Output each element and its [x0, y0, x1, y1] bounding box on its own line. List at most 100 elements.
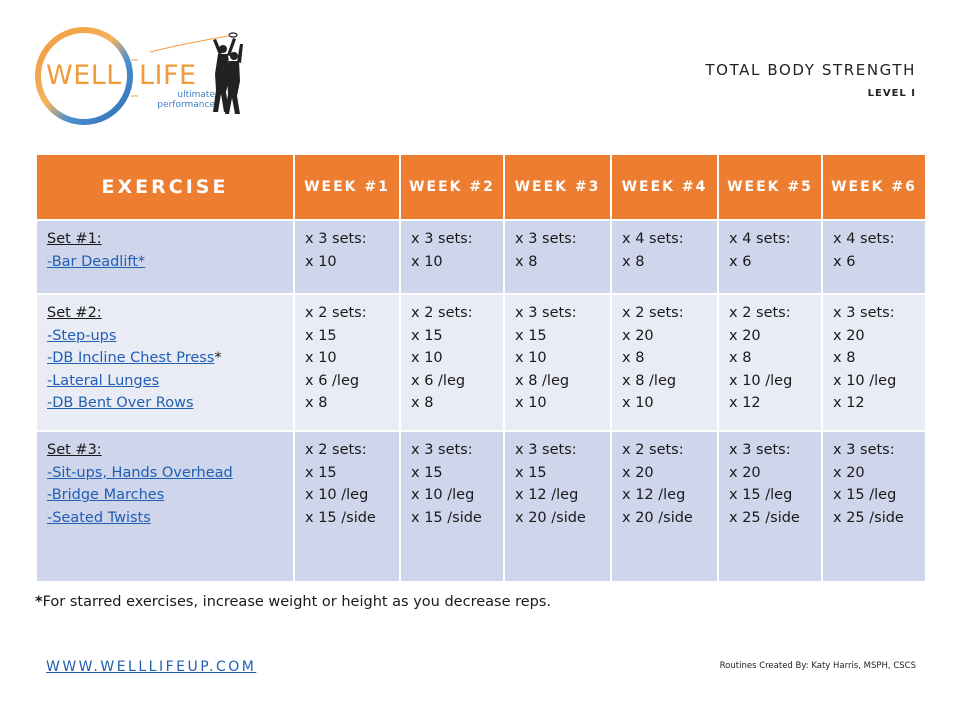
rep-value: x 20 /side [515, 509, 586, 526]
sets-count: x 3 sets: [833, 305, 895, 321]
week-cell: x 3 sets: x 10 [399, 219, 505, 295]
rep-value: x 8 /leg [515, 372, 570, 389]
header-week-6: WEEK #6 [821, 153, 927, 221]
week-cell: x 3 sets: x 10 [293, 219, 401, 295]
website-link[interactable]: WWW.WELLLIFEUP.COM [46, 659, 257, 675]
set-label: Set #2: [47, 305, 102, 321]
exercise-item: -Sit-ups, Hands Overhead [47, 462, 283, 485]
rep-value: x 10 /leg [833, 372, 897, 389]
rep-value: x 10 [305, 350, 337, 366]
exercise-link-lateral-lunges[interactable]: -Lateral Lunges [47, 372, 160, 389]
rep-value: x 20 [729, 327, 761, 344]
rep-value: x 20 /side [622, 509, 693, 526]
sets-count: x 3 sets: [411, 231, 473, 247]
exercise-item: -Lateral Lunges [47, 370, 283, 393]
footnote: *For starred exercises, increase weight … [35, 594, 551, 610]
sets-count: x 3 sets: [305, 231, 367, 247]
rep-value: x 8 [729, 350, 752, 366]
logo-tagline-line1: ultimate [177, 90, 215, 100]
header-week-3: WEEK #3 [503, 153, 612, 221]
rep-value: x 8 [622, 350, 645, 366]
week-cell: x 2 sets: x 20 x 8 x 8 /leg x 10 [610, 293, 719, 432]
table-row-set-1: Set #1: -Bar Deadlift* x 3 sets: x 10 x 3… [35, 219, 927, 295]
week-cell: x 3 sets: x 20 x 8 x 10 /leg x 12 [821, 293, 927, 432]
week-cell: x 3 sets: x 15 x 10 x 8 /leg x 10 [503, 293, 612, 432]
logo-ring-graphic [35, 27, 243, 125]
star-marker: * [214, 350, 222, 366]
exercise-link-sit-ups-hands-overhead[interactable]: -Sit-ups, Hands Overhead [47, 464, 233, 481]
logo-tagline-line2: performance [157, 100, 215, 110]
footnote-text: For starred exercises, increase weight o… [42, 594, 552, 610]
logo-word-life: LIFE [139, 60, 197, 91]
rep-value: x 12 [833, 395, 865, 411]
rep-value: x 8 [622, 253, 645, 270]
week-cell: x 4 sets: x 6 [821, 219, 927, 295]
exercise-link-step-ups[interactable]: -Step-ups [47, 327, 117, 344]
exercise-link-bar-deadlift[interactable]: -Bar Deadlift* [47, 253, 146, 270]
rep-value: x 8 [411, 395, 434, 411]
rep-value: x 15 /side [305, 509, 376, 526]
rep-value: x 8 [833, 350, 856, 366]
logo-word-well: WELL [46, 60, 122, 91]
rep-value: x 10 [515, 395, 547, 411]
exercise-link-db-incline-chest-press[interactable]: -DB Incline Chest Press [47, 350, 215, 366]
rep-value: x 10 [411, 253, 443, 270]
header-week-2: WEEK #2 [399, 153, 505, 221]
rep-value: x 8 [515, 253, 538, 270]
week-cell: x 2 sets: x 15 x 10 x 6 /leg x 8 [293, 293, 401, 432]
rep-value: x 10 [305, 253, 337, 270]
rep-value: x 20 [622, 464, 654, 481]
rep-value: x 12 /leg [622, 487, 686, 503]
week-cell: x 4 sets: x 8 [610, 219, 719, 295]
rep-value: x 20 [833, 327, 865, 344]
rep-value: x 20 [833, 464, 865, 481]
exercise-item: -Seated Twists [47, 507, 283, 530]
sets-count: x 3 sets: [729, 442, 791, 458]
sets-count: x 2 sets: [729, 305, 791, 321]
exercise-cell: Set #2: -Step-ups -DB Incline Chest Pres… [35, 293, 295, 432]
header-week-5: WEEK #5 [717, 153, 823, 221]
table-row-set-2: Set #2: -Step-ups -DB Incline Chest Pres… [35, 293, 927, 432]
rep-value: x 25 /side [729, 509, 800, 526]
rep-value: x 15 [305, 327, 337, 344]
rep-value: x 10 [515, 350, 547, 366]
rep-value: x 10 /leg [305, 487, 369, 503]
sets-count: x 3 sets: [515, 442, 577, 458]
level-label: LEVEL I [867, 88, 916, 99]
sets-count: x 2 sets: [622, 305, 684, 321]
sets-count: x 3 sets: [411, 442, 473, 458]
document-title: TOTAL BODY STRENGTH [705, 61, 916, 79]
rep-value: x 10 /leg [411, 487, 475, 503]
rep-value: x 15 [515, 327, 547, 344]
week-cell: x 3 sets: x 20 x 15 /leg x 25 /side [717, 430, 823, 583]
rep-value: x 15 [305, 464, 337, 481]
rep-value: x 10 /leg [729, 372, 793, 389]
exercise-link-seated-twists[interactable]: -Seated Twists [47, 509, 151, 526]
exercise-item: -Bar Deadlift* [47, 251, 283, 274]
week-cell: x 3 sets: x 20 x 15 /leg x 25 /side [821, 430, 927, 583]
rep-value: x 12 /leg [515, 487, 579, 503]
sets-count: x 4 sets: [622, 231, 684, 247]
sets-count: x 2 sets: [305, 442, 367, 458]
exercise-link-bridge-marches[interactable]: -Bridge Marches [47, 487, 165, 503]
sets-count: x 2 sets: [411, 305, 473, 321]
rep-value: x 10 [622, 395, 654, 411]
week-cell: x 2 sets: x 15 x 10 x 6 /leg x 8 [399, 293, 505, 432]
rep-value: x 6 [833, 253, 856, 270]
rep-value: x 6 /leg [411, 372, 466, 389]
table-header: EXERCISE WEEK #1 WEEK #2 WEEK #3 WEEK #4… [35, 153, 927, 221]
sets-count: x 2 sets: [622, 442, 684, 458]
exercise-link-db-bent-over-rows[interactable]: -DB Bent Over Rows [47, 395, 194, 411]
table-row-set-3: Set #3: -Sit-ups, Hands Overhead -Bridge… [35, 430, 927, 583]
rep-value: x 8 [305, 395, 328, 411]
rep-value: x 6 [729, 253, 752, 270]
exercise-cell: Set #3: -Sit-ups, Hands Overhead -Bridge… [35, 430, 295, 583]
rep-value: x 15 /leg [833, 487, 897, 503]
header-exercise: EXERCISE [35, 153, 295, 221]
sets-count: x 3 sets: [515, 305, 577, 321]
rep-value: x 25 /side [833, 509, 904, 526]
week-cell: x 4 sets: x 6 [717, 219, 823, 295]
sets-count: x 4 sets: [729, 231, 791, 247]
welllife-logo: WELL LIFE ultimate performance [32, 26, 247, 128]
routine-table: EXERCISE WEEK #1 WEEK #2 WEEK #3 WEEK #4… [35, 153, 927, 583]
